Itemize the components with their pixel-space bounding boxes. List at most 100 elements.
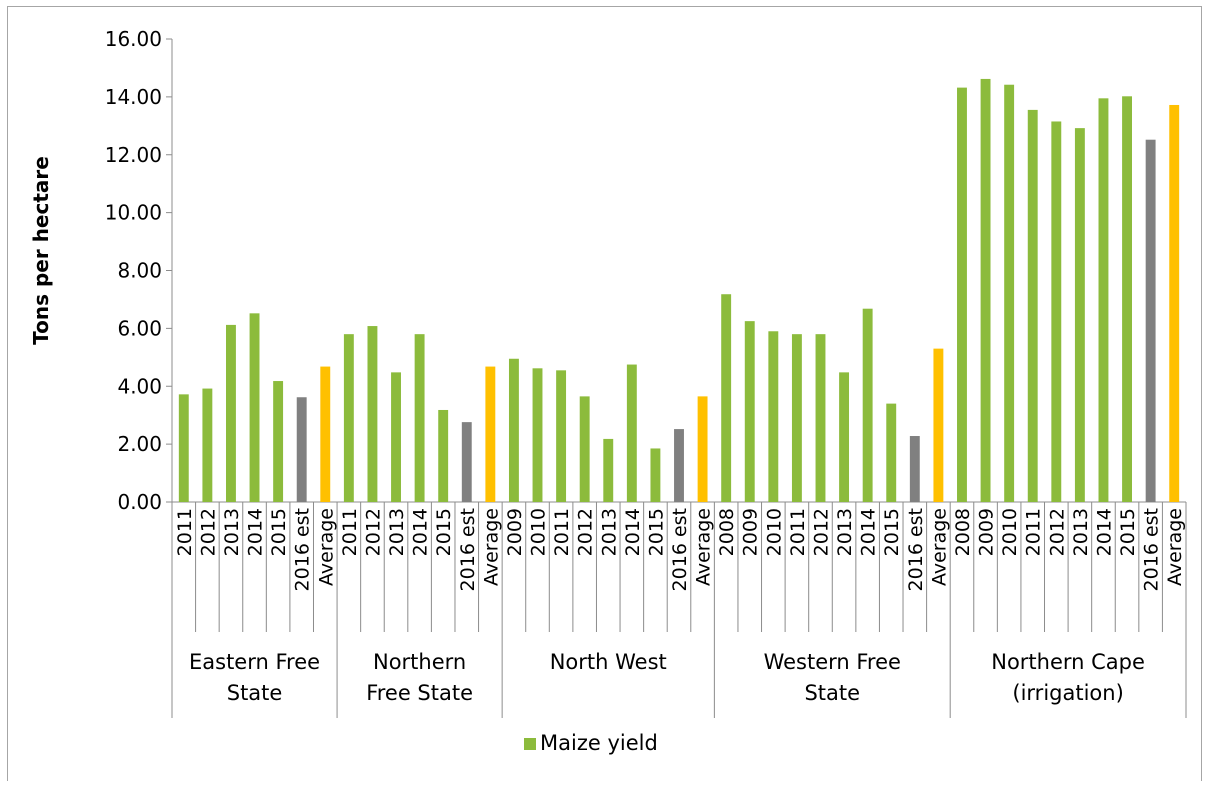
- bar: [697, 396, 708, 502]
- bar: [768, 331, 779, 502]
- group-label: State: [804, 681, 860, 705]
- category-label: 2013: [598, 508, 620, 556]
- group-label: Free State: [366, 681, 473, 705]
- category-label: 2009: [504, 508, 526, 556]
- bar: [626, 364, 637, 502]
- category-label: 2015: [433, 508, 455, 556]
- y-tick-label: 10.00: [105, 201, 162, 225]
- bar: [226, 324, 236, 502]
- y-tick-label: 8.00: [117, 259, 162, 283]
- category-label: 2009: [976, 508, 998, 556]
- bar: [508, 358, 519, 502]
- y-axis-title: Tons per hectare: [29, 156, 53, 345]
- category-label: 2015: [268, 508, 290, 556]
- category-label: 2010: [763, 508, 785, 556]
- group-label: Eastern Free: [189, 650, 320, 674]
- category-label: 2014: [858, 508, 880, 556]
- bar: [909, 436, 920, 502]
- y-tick-label: 14.00: [105, 85, 162, 109]
- y-tick-label: 0.00: [117, 490, 162, 514]
- bar: [556, 370, 567, 502]
- bar: [886, 403, 897, 502]
- bar: [1098, 98, 1109, 503]
- bar: [249, 313, 260, 502]
- bar: [1145, 139, 1156, 502]
- category-label: 2016 est: [457, 508, 479, 591]
- category-label: 2013: [386, 508, 408, 556]
- bar: [721, 294, 732, 502]
- category-label: Average: [1164, 508, 1186, 586]
- y-tick-label: 16.00: [105, 27, 162, 51]
- category-label: 2010: [999, 508, 1021, 556]
- category-label: 2012: [575, 508, 597, 556]
- category-label: Average: [928, 508, 950, 586]
- legend-swatch: [524, 738, 536, 750]
- category-label: 2012: [1046, 508, 1068, 556]
- category-label: 2009: [740, 508, 762, 556]
- bar: [438, 409, 449, 502]
- group-label: North West: [550, 650, 667, 674]
- bar: [1074, 128, 1085, 502]
- bar: [320, 366, 331, 502]
- category-label: 2014: [1093, 508, 1115, 556]
- bar: [461, 422, 472, 502]
- category-label: 2014: [622, 508, 644, 556]
- bar: [1027, 109, 1038, 502]
- chart-area: [7, 6, 1202, 781]
- category-label: 2014: [410, 508, 432, 556]
- bar: [933, 348, 944, 502]
- bar: [839, 372, 850, 502]
- legend-label: Maize yield: [540, 731, 658, 755]
- y-tick-label: 6.00: [117, 316, 162, 340]
- bar: [674, 429, 684, 502]
- category-label: 2013: [221, 508, 243, 556]
- y-tick-label: 12.00: [105, 143, 162, 167]
- group-label: State: [227, 681, 283, 705]
- category-label: 2016 est: [905, 508, 927, 591]
- bar: [414, 334, 425, 502]
- bar: [957, 87, 967, 503]
- bar: [296, 397, 307, 502]
- category-label: Average: [480, 508, 502, 586]
- category-label: 2015: [881, 508, 903, 556]
- bar: [367, 326, 378, 502]
- bar: [1122, 96, 1132, 502]
- category-label: 2013: [834, 508, 856, 556]
- bar: [1051, 121, 1062, 503]
- category-label: 2013: [1070, 508, 1092, 556]
- bar: [744, 321, 755, 502]
- bar: [650, 448, 661, 502]
- group-label: (irrigation): [1012, 681, 1123, 705]
- bar: [343, 334, 354, 502]
- category-label: 2012: [810, 508, 832, 556]
- category-label: 2011: [1023, 508, 1045, 556]
- category-label: 2012: [197, 508, 219, 556]
- category-label: 2016 est: [1141, 508, 1163, 591]
- bar: [178, 394, 189, 502]
- category-label: Average: [315, 508, 337, 586]
- category-label: 2011: [174, 508, 196, 556]
- bar: [485, 366, 496, 502]
- bar: [202, 388, 213, 502]
- group-label: Northern: [373, 650, 466, 674]
- bar: [391, 372, 401, 502]
- category-label: 2015: [645, 508, 667, 556]
- category-label: 2014: [245, 508, 267, 556]
- bar: [1004, 84, 1015, 502]
- category-label: 2008: [716, 508, 738, 556]
- category-label: 2011: [787, 508, 809, 556]
- group-label: Northern Cape: [991, 650, 1145, 674]
- category-label: 2011: [339, 508, 361, 556]
- y-tick-label: 2.00: [117, 432, 162, 456]
- category-label: 2008: [952, 508, 974, 556]
- group-label: Western Free: [764, 650, 901, 674]
- bar: [862, 308, 873, 502]
- bar: [791, 334, 802, 502]
- bar: [532, 368, 543, 502]
- bar: [273, 381, 284, 502]
- bar: [603, 438, 614, 502]
- category-label: 2016 est: [669, 508, 691, 591]
- bar: [815, 334, 826, 502]
- bar: [980, 78, 991, 502]
